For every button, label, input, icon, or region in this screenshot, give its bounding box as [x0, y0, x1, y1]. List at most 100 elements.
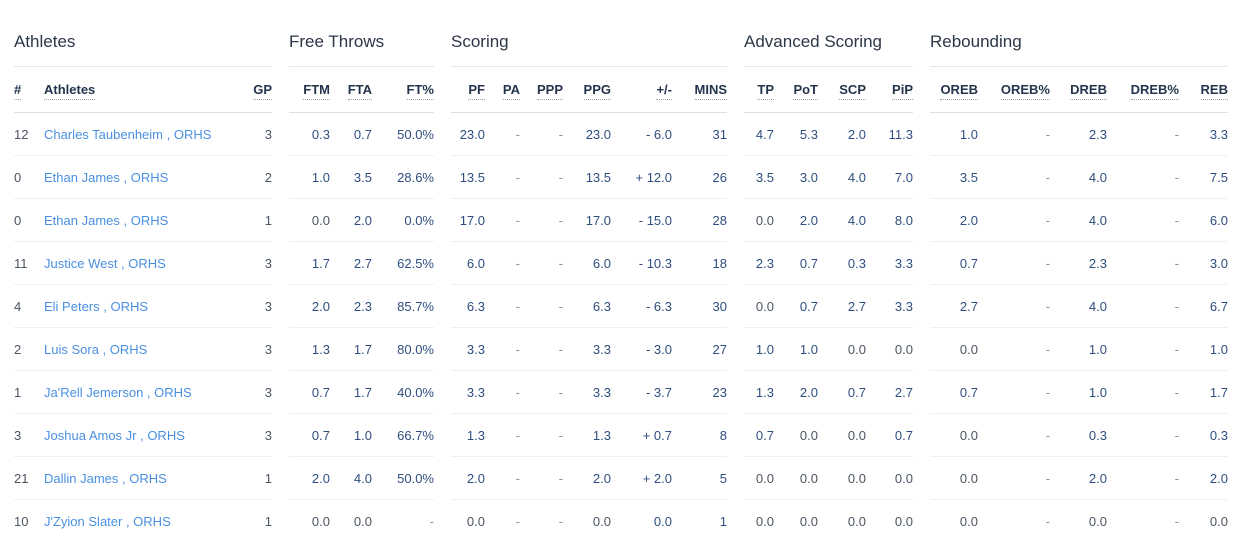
stat-link-ft-pct[interactable]: 40.0% — [397, 384, 434, 400]
stat-link-ft-pct[interactable]: 85.7% — [397, 298, 434, 314]
stat-link-ppg[interactable]: 3.3 — [592, 341, 611, 357]
column-header-mins[interactable]: MINS — [694, 82, 727, 100]
column-header-ppg[interactable]: PPG — [583, 82, 611, 100]
stat-link-ftm[interactable]: 1.7 — [311, 255, 330, 271]
stat-link-scp[interactable]: 2.7 — [847, 298, 866, 314]
stat-link-ppg[interactable]: 23.0 — [585, 126, 611, 142]
stat-link-reb[interactable]: 7.5 — [1209, 169, 1228, 185]
athlete-link[interactable]: Ja'Rell Jemerson , ORHS — [44, 384, 192, 400]
stat-link-scp[interactable]: 0.7 — [847, 384, 866, 400]
stat-link-reb[interactable]: 6.0 — [1209, 212, 1228, 228]
stat-link-mins[interactable]: 30 — [712, 298, 727, 314]
stat-link-pot[interactable]: 2.0 — [799, 384, 818, 400]
stat-link-dreb[interactable]: 1.0 — [1088, 384, 1107, 400]
column-header-athletes[interactable]: Athletes — [44, 82, 96, 100]
stat-link-pip[interactable]: 3.3 — [894, 298, 913, 314]
stat-link-pot[interactable]: 3.0 — [799, 169, 818, 185]
stat-link-pot[interactable]: 0.7 — [799, 298, 818, 314]
stat-link-tp[interactable]: 1.3 — [755, 384, 774, 400]
stat-link-ft-pct[interactable]: 0.0% — [404, 212, 434, 228]
stat-link-mins[interactable]: 5 — [719, 470, 727, 486]
stat-link-fta[interactable]: 2.7 — [353, 255, 372, 271]
column-header-gp[interactable]: GP — [253, 82, 272, 100]
stat-link-ftm[interactable]: 0.3 — [311, 126, 330, 142]
stat-link-reb[interactable]: 0.3 — [1209, 427, 1228, 443]
athlete-link[interactable]: Ethan James , ORHS — [44, 212, 169, 228]
column-header-pa[interactable]: PA — [502, 82, 520, 100]
stat-link-pip[interactable]: 7.0 — [894, 169, 913, 185]
stat-link-fta[interactable]: 1.0 — [353, 427, 372, 443]
stat-link-mins[interactable]: 27 — [712, 341, 727, 357]
stat-link-ftm[interactable]: 0.7 — [311, 427, 330, 443]
column-header-plus-minus[interactable]: +/- — [656, 82, 672, 100]
stat-link-ppg[interactable]: 2.0 — [592, 470, 611, 486]
stat-link-ftm[interactable]: 2.0 — [311, 298, 330, 314]
stat-link-mins[interactable]: 31 — [712, 126, 727, 142]
stat-link-tp[interactable]: 1.0 — [755, 341, 774, 357]
stat-link-plus-minus[interactable]: - 10.3 — [638, 255, 672, 271]
stat-link-plus-minus[interactable]: - 6.3 — [645, 298, 672, 314]
stat-link-pf[interactable]: 2.0 — [466, 470, 485, 486]
stat-link-pip[interactable]: 8.0 — [894, 212, 913, 228]
stat-link-ppg[interactable]: 6.3 — [592, 298, 611, 314]
stat-link-ft-pct[interactable]: 50.0% — [397, 470, 434, 486]
stat-link-scp[interactable]: 2.0 — [847, 126, 866, 142]
stat-link-ftm[interactable]: 1.0 — [311, 169, 330, 185]
stat-link-plus-minus[interactable]: - 3.0 — [645, 341, 672, 357]
stat-link-ppg[interactable]: 3.3 — [592, 384, 611, 400]
stat-link-ft-pct[interactable]: 50.0% — [397, 126, 434, 142]
stat-link-oreb[interactable]: 0.7 — [959, 384, 978, 400]
stat-link-dreb[interactable]: 4.0 — [1088, 169, 1107, 185]
stat-link-tp[interactable]: 0.7 — [755, 427, 774, 443]
stat-link-pf[interactable]: 1.3 — [466, 427, 485, 443]
stat-link-ppg[interactable]: 17.0 — [585, 212, 611, 228]
stat-link-reb[interactable]: 2.0 — [1209, 470, 1228, 486]
stat-link-fta[interactable]: 1.7 — [353, 341, 372, 357]
column-header-oreb[interactable]: OREB — [940, 82, 978, 100]
column-header-reb[interactable]: REB — [1200, 82, 1228, 100]
stat-link-dreb[interactable]: 1.0 — [1088, 341, 1107, 357]
stat-link-fta[interactable]: 1.7 — [353, 384, 372, 400]
stat-link-plus-minus[interactable]: 0.0 — [653, 513, 672, 529]
stat-link-pip[interactable]: 11.3 — [888, 126, 913, 142]
stat-link-pf[interactable]: 3.3 — [466, 384, 485, 400]
stat-link-mins[interactable]: 26 — [712, 169, 727, 185]
stat-link-tp[interactable]: 2.3 — [755, 255, 774, 271]
stat-link-plus-minus[interactable]: - 3.7 — [645, 384, 672, 400]
stat-link-ft-pct[interactable]: 80.0% — [397, 341, 434, 357]
stat-link-scp[interactable]: 4.0 — [847, 212, 866, 228]
stat-link-pf[interactable]: 6.3 — [466, 298, 485, 314]
stat-link-pf[interactable]: 6.0 — [466, 255, 485, 271]
stat-link-oreb[interactable]: 0.7 — [959, 255, 978, 271]
stat-link-fta[interactable]: 3.5 — [353, 169, 372, 185]
stat-link-ppg[interactable]: 13.5 — [585, 169, 611, 185]
athlete-link[interactable]: J'Zyion Slater , ORHS — [44, 513, 171, 529]
column-header-dreb[interactable]: DREB — [1070, 82, 1107, 100]
stat-link-pot[interactable]: 0.7 — [799, 255, 818, 271]
column-header-fta[interactable]: FTA — [347, 82, 372, 100]
stat-link-plus-minus[interactable]: + 12.0 — [635, 169, 672, 185]
athlete-link[interactable]: Joshua Amos Jr , ORHS — [44, 427, 185, 443]
stat-link-oreb[interactable]: 2.7 — [959, 298, 978, 314]
stat-link-oreb[interactable]: 2.0 — [959, 212, 978, 228]
athlete-link[interactable]: Ethan James , ORHS — [44, 169, 169, 185]
stat-link-mins[interactable]: 18 — [712, 255, 727, 271]
stat-link-plus-minus[interactable]: + 0.7 — [642, 427, 672, 443]
stat-link-pot[interactable]: 1.0 — [799, 341, 818, 357]
stat-link-tp[interactable]: 3.5 — [755, 169, 774, 185]
column-header-dreb-pct[interactable]: DREB% — [1130, 82, 1179, 100]
stat-link-oreb[interactable]: 3.5 — [959, 169, 978, 185]
stat-link-scp[interactable]: 0.3 — [847, 255, 866, 271]
stat-link-reb[interactable]: 1.0 — [1209, 341, 1228, 357]
stat-link-pot[interactable]: 5.3 — [799, 126, 818, 142]
stat-link-mins[interactable]: 28 — [712, 212, 727, 228]
athlete-link[interactable]: Eli Peters , ORHS — [44, 298, 149, 314]
column-header-pf[interactable]: PF — [468, 82, 485, 100]
stat-link-pip[interactable]: 3.3 — [894, 255, 913, 271]
stat-link-mins[interactable]: 8 — [719, 427, 727, 443]
stat-link-pf[interactable]: 23.0 — [459, 126, 485, 142]
stat-link-tp[interactable]: 4.7 — [755, 126, 774, 142]
stat-link-mins[interactable]: 1 — [719, 513, 727, 529]
stat-link-ft-pct[interactable]: 66.7% — [397, 427, 434, 443]
stat-link-mins[interactable]: 23 — [712, 384, 727, 400]
